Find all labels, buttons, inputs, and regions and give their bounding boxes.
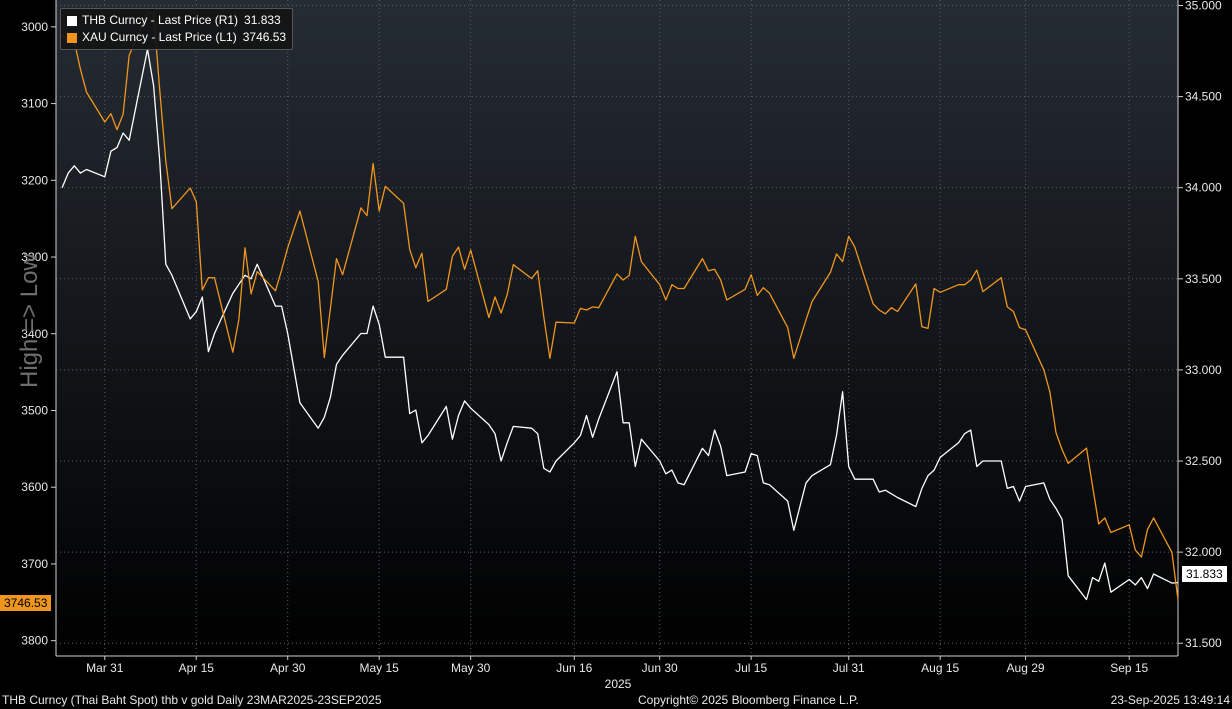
legend-item-thb: THB Curncy - Last Price (R1) 31.833 <box>67 12 286 29</box>
axes: Mar 31 Apr 15 Apr 30 May 15 May 30 Jun 16 Jun … <box>21 0 1222 690</box>
chart-canvas: Mar 31 Apr 15 Apr 30 May 15 May 30 Jun 16 Jun … <box>21 0 1222 690</box>
legend-swatch-xau <box>67 32 77 43</box>
left-tick-label: 3400 <box>21 327 48 341</box>
left-tick-label: 3300 <box>21 250 48 264</box>
x-year-label: 2025 <box>605 677 632 690</box>
x-tick-label: Jun 30 <box>642 661 678 675</box>
x-tick-label: May 30 <box>451 661 491 675</box>
left-tick-label: 3100 <box>21 97 48 111</box>
x-tick-label: Apr 15 <box>179 661 215 675</box>
footer: THB Curncy (Thai Baht Spot) thb v gold D… <box>0 690 1232 709</box>
x-tick-label: May 15 <box>360 661 400 675</box>
legend: THB Curncy - Last Price (R1) 31.833 XAU … <box>60 8 294 50</box>
right-tick-label: 32.000 <box>1185 545 1222 559</box>
left-tick-label: 3600 <box>21 480 48 494</box>
right-tick-label: 32.500 <box>1185 454 1222 468</box>
right-tick-label: 33.000 <box>1185 363 1222 377</box>
right-tick-label: 34.000 <box>1185 181 1222 195</box>
left-axis-label: High => Low <box>16 253 43 388</box>
left-tick-label: 3700 <box>21 557 48 571</box>
right-tick-label: 35.000 <box>1185 0 1222 12</box>
left-tick-label: 3000 <box>21 20 48 34</box>
plot-area <box>56 0 1178 656</box>
footer-timestamp: 23-Sep-2025 13:49:14 <box>1110 693 1230 707</box>
x-tick-label: Apr 30 <box>270 661 306 675</box>
x-tick-label: Aug 29 <box>1007 661 1045 675</box>
legend-label-thb: THB Curncy - Last Price (R1) <box>82 13 239 27</box>
footer-copyright: Copyright© 2025 Bloomberg Finance L.P. <box>638 693 859 707</box>
x-tick-label: Jun 16 <box>556 661 592 675</box>
left-tick-label: 3200 <box>21 173 48 187</box>
series-line-xau <box>61 12 1179 600</box>
legend-value-thb: 31.833 <box>244 13 281 27</box>
x-tick-label: Jul 15 <box>735 661 767 675</box>
x-tick-label: Aug 15 <box>921 661 959 675</box>
legend-item-xau: XAU Curncy - Last Price (L1) 3746.53 <box>67 29 286 46</box>
right-tick-label: 33.500 <box>1185 272 1222 286</box>
series-lines <box>61 12 1179 601</box>
left-tick-label: 3500 <box>21 403 48 417</box>
x-tick-label: Sep 15 <box>1110 661 1148 675</box>
footer-description: THB Curncy (Thai Baht Spot) thb v gold D… <box>2 693 382 707</box>
x-tick-label: Mar 31 <box>86 661 124 675</box>
right-tick-label: 31.500 <box>1185 636 1222 650</box>
legend-swatch-thb <box>67 15 77 26</box>
x-tick-label: Jul 31 <box>833 661 865 675</box>
legend-value-xau: 3746.53 <box>242 30 287 44</box>
last-value-tag-right: 31.833 <box>1182 566 1227 582</box>
legend-label-xau: XAU Curncy - Last Price (L1) <box>82 30 237 44</box>
left-tick-label: 3800 <box>21 634 48 648</box>
right-tick-label: 34.500 <box>1185 90 1222 104</box>
gridlines <box>56 0 1178 656</box>
last-value-tag-left: 3746.53 <box>0 595 52 611</box>
